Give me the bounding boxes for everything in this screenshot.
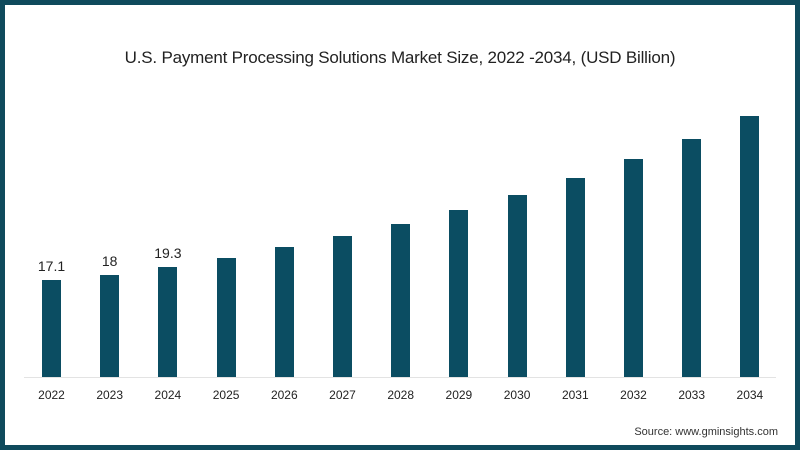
x-tick-label: 2029 — [445, 388, 473, 402]
x-tick-label: 2027 — [329, 388, 356, 402]
bar-2030 — [507, 195, 527, 377]
bar-2023 — [100, 274, 120, 377]
bar-2024 — [158, 267, 178, 377]
bar-2034 — [740, 116, 760, 377]
data-label: 17.1 — [37, 257, 66, 274]
x-tick-label: 2026 — [270, 388, 298, 402]
x-tick-label: 2034 — [736, 388, 764, 402]
data-label: 18 — [101, 252, 118, 269]
bar-2027 — [333, 236, 352, 377]
chart-title: U.S. Payment Processing Solutions Market… — [124, 48, 676, 67]
source-note: Source: www.gminsights.com — [634, 426, 778, 438]
x-tick-label: 2028 — [387, 388, 415, 402]
bar-2022 — [42, 279, 61, 377]
x-tick-label: 2023 — [96, 388, 124, 402]
bar-2032 — [624, 158, 643, 377]
x-tick-label: 2032 — [620, 388, 647, 402]
x-tick-label: 2025 — [212, 388, 240, 402]
x-tick-label: 2024 — [154, 388, 182, 402]
bar-2031 — [565, 178, 585, 377]
bar-2033 — [682, 139, 702, 377]
bar-2029 — [449, 210, 469, 377]
bar-2028 — [391, 224, 411, 377]
x-tick-label: 2030 — [503, 388, 531, 402]
data-label: 19.3 — [154, 245, 182, 262]
x-tick-label: 2031 — [561, 388, 589, 402]
x-tick-label: 2022 — [38, 388, 65, 402]
bar-2025 — [216, 258, 236, 377]
x-tick-label: 2033 — [678, 388, 706, 402]
x-axis-line — [24, 377, 776, 378]
bar-2026 — [274, 246, 294, 377]
